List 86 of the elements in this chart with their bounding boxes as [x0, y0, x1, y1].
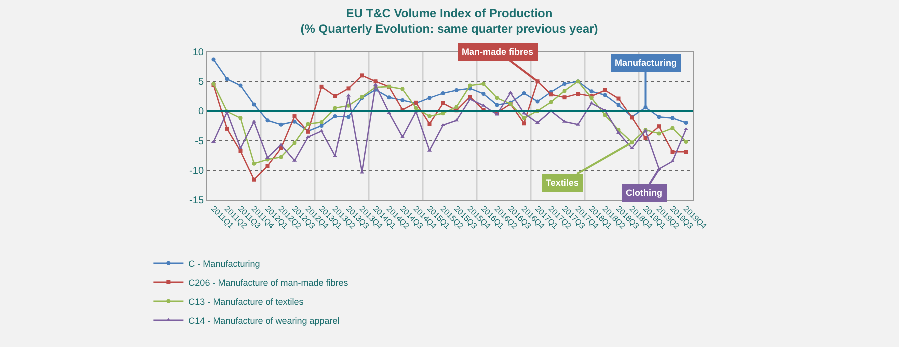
y-tick-label: 10 [192, 48, 204, 58]
point [306, 122, 310, 126]
point [562, 96, 567, 100]
chart-title: EU T&C Volume Index of Production [346, 6, 553, 20]
point [346, 115, 351, 120]
legend-label: C206 - Manufacture of man-made fibres [188, 278, 349, 288]
point [441, 102, 446, 106]
point [657, 132, 662, 136]
point [590, 90, 594, 94]
point [670, 150, 675, 154]
y-tick-label: -10 [190, 166, 204, 177]
point [576, 92, 580, 96]
chart-subtitle: (% Quarterly Evolution: same quarter previous year) [300, 22, 598, 36]
point [657, 124, 662, 129]
point [482, 82, 486, 86]
point [428, 122, 432, 126]
legend-label: C - Manufacturing [188, 258, 260, 269]
point [684, 150, 688, 154]
point [549, 92, 554, 97]
point [387, 96, 392, 100]
point [495, 103, 500, 108]
point [670, 116, 675, 120]
point [292, 120, 297, 124]
point [522, 122, 526, 126]
point [562, 82, 567, 86]
y-tick-label: -15 [190, 196, 204, 206]
point [212, 58, 216, 62]
point [644, 136, 648, 140]
point [454, 105, 459, 110]
point [400, 98, 405, 103]
point [292, 114, 297, 119]
point [603, 93, 608, 98]
point [252, 178, 256, 182]
point [333, 94, 338, 98]
point [684, 121, 688, 126]
point [360, 74, 364, 78]
point [320, 84, 324, 89]
point [252, 102, 256, 107]
point [603, 88, 608, 92]
annotation: Man-made fibres [462, 47, 534, 57]
point [238, 84, 243, 88]
y-tick-label: 5 [198, 77, 204, 88]
point [482, 92, 486, 96]
legend-label: C13 - Manufacture of textiles [188, 296, 304, 307]
point [279, 122, 284, 127]
point [616, 96, 621, 101]
point [374, 80, 378, 84]
point [320, 124, 324, 128]
point [333, 106, 338, 110]
point [562, 89, 567, 94]
point [252, 162, 256, 166]
point [400, 87, 405, 92]
point [279, 155, 284, 160]
point [441, 91, 446, 96]
point [536, 100, 540, 104]
point [454, 88, 459, 92]
point [346, 86, 351, 91]
annotation: Textiles [546, 178, 579, 188]
annotation: Manufacturing [615, 58, 677, 68]
legend-label: C14 - Manufacture of wearing apparel [188, 316, 340, 326]
point [333, 114, 338, 119]
point [670, 126, 675, 130]
point [495, 96, 500, 100]
point [657, 115, 662, 120]
point [522, 116, 526, 120]
point [616, 103, 621, 108]
point [414, 106, 418, 110]
point [320, 120, 324, 124]
point [225, 77, 230, 82]
point [292, 141, 297, 146]
annotation: Clothing [626, 188, 662, 198]
point [428, 114, 432, 119]
point [428, 96, 432, 100]
point [549, 100, 554, 104]
point [522, 91, 526, 96]
y-tick-label: -5 [195, 136, 204, 148]
point [238, 116, 243, 120]
point [238, 149, 243, 154]
point [266, 164, 270, 168]
point [603, 113, 608, 118]
point [468, 84, 472, 88]
point [266, 118, 270, 123]
point [225, 126, 230, 131]
point [684, 140, 688, 144]
y-tick-label: 0 [198, 106, 204, 118]
point [441, 112, 446, 116]
